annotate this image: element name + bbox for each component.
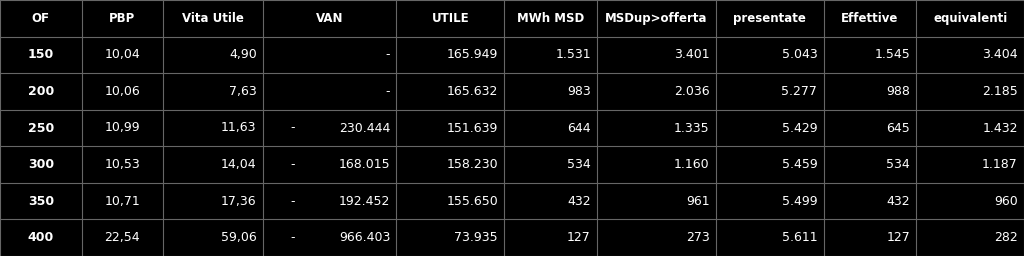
Text: 2.185: 2.185 bbox=[982, 85, 1018, 98]
Text: 5.499: 5.499 bbox=[781, 195, 817, 208]
Text: 165.949: 165.949 bbox=[446, 48, 498, 61]
Text: 644: 644 bbox=[567, 122, 591, 134]
Text: equivalenti: equivalenti bbox=[933, 12, 1008, 25]
Text: 155.650: 155.650 bbox=[446, 195, 498, 208]
Text: 1.187: 1.187 bbox=[982, 158, 1018, 171]
Text: 5.459: 5.459 bbox=[781, 158, 817, 171]
Text: 645: 645 bbox=[887, 122, 910, 134]
Text: 7,63: 7,63 bbox=[229, 85, 257, 98]
Text: MSDup>offerta: MSDup>offerta bbox=[605, 12, 708, 25]
Text: 250: 250 bbox=[28, 122, 54, 134]
Text: 1.432: 1.432 bbox=[982, 122, 1018, 134]
Text: 151.639: 151.639 bbox=[446, 122, 498, 134]
Text: 960: 960 bbox=[994, 195, 1018, 208]
Text: 73.935: 73.935 bbox=[455, 231, 498, 244]
Text: 11,63: 11,63 bbox=[221, 122, 257, 134]
Text: -: - bbox=[290, 195, 295, 208]
Text: 988: 988 bbox=[887, 85, 910, 98]
Text: 534: 534 bbox=[887, 158, 910, 171]
Text: 158.230: 158.230 bbox=[446, 158, 498, 171]
Text: 165.632: 165.632 bbox=[446, 85, 498, 98]
Text: 1.545: 1.545 bbox=[874, 48, 910, 61]
Text: 2.036: 2.036 bbox=[674, 85, 710, 98]
Text: 1.531: 1.531 bbox=[555, 48, 591, 61]
Text: 192.452: 192.452 bbox=[339, 195, 390, 208]
Text: OF: OF bbox=[32, 12, 50, 25]
Text: 966.403: 966.403 bbox=[339, 231, 390, 244]
Text: 230.444: 230.444 bbox=[339, 122, 390, 134]
Text: presentate: presentate bbox=[733, 12, 806, 25]
Text: 432: 432 bbox=[887, 195, 910, 208]
Text: VAN: VAN bbox=[315, 12, 343, 25]
Text: 10,71: 10,71 bbox=[104, 195, 140, 208]
Text: 300: 300 bbox=[28, 158, 54, 171]
Text: 961: 961 bbox=[686, 195, 710, 208]
Text: 17,36: 17,36 bbox=[221, 195, 257, 208]
Text: 10,06: 10,06 bbox=[104, 85, 140, 98]
Text: -: - bbox=[290, 158, 295, 171]
Text: 350: 350 bbox=[28, 195, 54, 208]
Text: 5.043: 5.043 bbox=[781, 48, 817, 61]
Text: PBP: PBP bbox=[110, 12, 135, 25]
Text: Vita Utile: Vita Utile bbox=[182, 12, 244, 25]
Text: 127: 127 bbox=[567, 231, 591, 244]
Text: 14,04: 14,04 bbox=[221, 158, 257, 171]
Text: 3.401: 3.401 bbox=[674, 48, 710, 61]
Text: 10,04: 10,04 bbox=[104, 48, 140, 61]
Text: 127: 127 bbox=[887, 231, 910, 244]
Text: 273: 273 bbox=[686, 231, 710, 244]
Text: 983: 983 bbox=[567, 85, 591, 98]
Text: -: - bbox=[290, 122, 295, 134]
Text: 534: 534 bbox=[567, 158, 591, 171]
Text: 10,99: 10,99 bbox=[104, 122, 140, 134]
Text: -: - bbox=[386, 85, 390, 98]
Text: 1.335: 1.335 bbox=[674, 122, 710, 134]
Text: UTILE: UTILE bbox=[431, 12, 469, 25]
Text: -: - bbox=[386, 48, 390, 61]
Text: 5.277: 5.277 bbox=[781, 85, 817, 98]
Text: 10,53: 10,53 bbox=[104, 158, 140, 171]
Text: 5.611: 5.611 bbox=[781, 231, 817, 244]
Text: 432: 432 bbox=[567, 195, 591, 208]
Text: 22,54: 22,54 bbox=[104, 231, 140, 244]
Text: 1.160: 1.160 bbox=[674, 158, 710, 171]
Text: 282: 282 bbox=[994, 231, 1018, 244]
Text: 5.429: 5.429 bbox=[781, 122, 817, 134]
Text: 59,06: 59,06 bbox=[221, 231, 257, 244]
Text: Effettive: Effettive bbox=[842, 12, 899, 25]
Text: 168.015: 168.015 bbox=[339, 158, 390, 171]
Text: 150: 150 bbox=[28, 48, 54, 61]
Text: 3.404: 3.404 bbox=[982, 48, 1018, 61]
Text: MWh MSD: MWh MSD bbox=[517, 12, 584, 25]
Text: 200: 200 bbox=[28, 85, 54, 98]
Text: -: - bbox=[290, 231, 295, 244]
Text: 4,90: 4,90 bbox=[229, 48, 257, 61]
Text: 400: 400 bbox=[28, 231, 54, 244]
